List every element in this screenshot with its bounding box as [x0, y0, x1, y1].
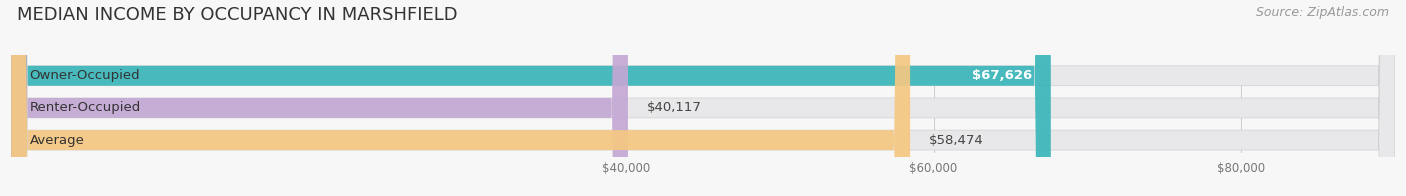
Text: MEDIAN INCOME BY OCCUPANCY IN MARSHFIELD: MEDIAN INCOME BY OCCUPANCY IN MARSHFIELD [17, 6, 457, 24]
FancyBboxPatch shape [11, 0, 1395, 196]
Text: Renter-Occupied: Renter-Occupied [30, 101, 141, 114]
Text: Average: Average [30, 134, 84, 147]
FancyBboxPatch shape [11, 0, 628, 196]
FancyBboxPatch shape [11, 0, 1395, 196]
Text: $67,626: $67,626 [972, 69, 1032, 82]
Text: Source: ZipAtlas.com: Source: ZipAtlas.com [1256, 6, 1389, 19]
Text: Owner-Occupied: Owner-Occupied [30, 69, 141, 82]
FancyBboxPatch shape [11, 0, 1395, 196]
Text: $40,117: $40,117 [647, 101, 702, 114]
Text: $58,474: $58,474 [928, 134, 983, 147]
FancyBboxPatch shape [11, 0, 910, 196]
FancyBboxPatch shape [11, 0, 1050, 196]
